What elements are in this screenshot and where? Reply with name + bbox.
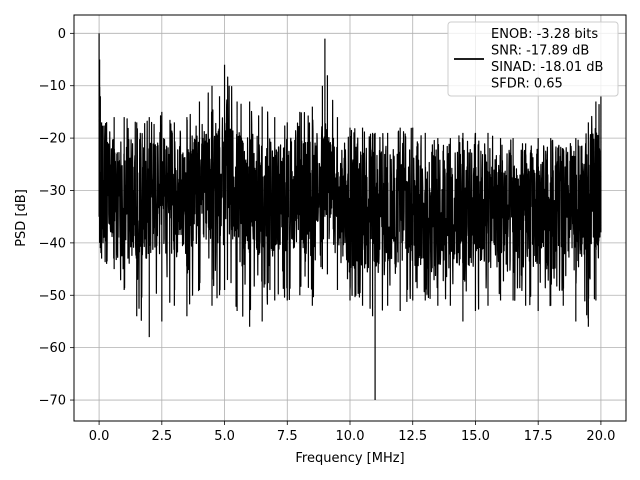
psd-line (98, 33, 602, 401)
legend-entry: SINAD: -18.01 dB (491, 60, 603, 75)
x-tick-label: 2.5 (151, 429, 172, 444)
y-tick-label: −40 (39, 236, 66, 251)
x-tick-label: 17.5 (524, 429, 553, 444)
x-axis-label: Frequency [MHz] (295, 451, 404, 466)
y-tick-label: −70 (39, 394, 66, 409)
legend-entry: ENOB: -3.28 bits (491, 27, 598, 42)
y-tick-label: −30 (39, 184, 66, 199)
data-series (98, 33, 602, 401)
x-tick-label: 5.0 (214, 429, 235, 444)
legend-entry: SNR: -17.89 dB (491, 44, 589, 59)
x-tick-label: 20.0 (586, 429, 615, 444)
y-tick-label: −60 (39, 341, 66, 356)
x-tick-label: 7.5 (277, 429, 298, 444)
y-tick-label: −50 (39, 289, 66, 304)
x-tick-label: 12.5 (398, 429, 427, 444)
axis-ticks: 0.0 2.5 5.0 7.5 10.0 12.5 15.0 17.5 20.0 0 −10 −20 −… (39, 27, 616, 444)
legend-box (447, 21, 619, 97)
x-tick-label: 10.0 (336, 429, 365, 444)
y-axis-label: PSD [dB] (14, 189, 29, 247)
x-tick-label: 0.0 (89, 429, 110, 444)
legend-entry: SFDR: 0.65 (491, 77, 563, 92)
x-tick-label: 15.0 (461, 429, 490, 444)
y-tick-label: 0 (58, 27, 66, 42)
y-tick-label: −10 (39, 79, 66, 94)
y-tick-label: −20 (39, 132, 66, 147)
